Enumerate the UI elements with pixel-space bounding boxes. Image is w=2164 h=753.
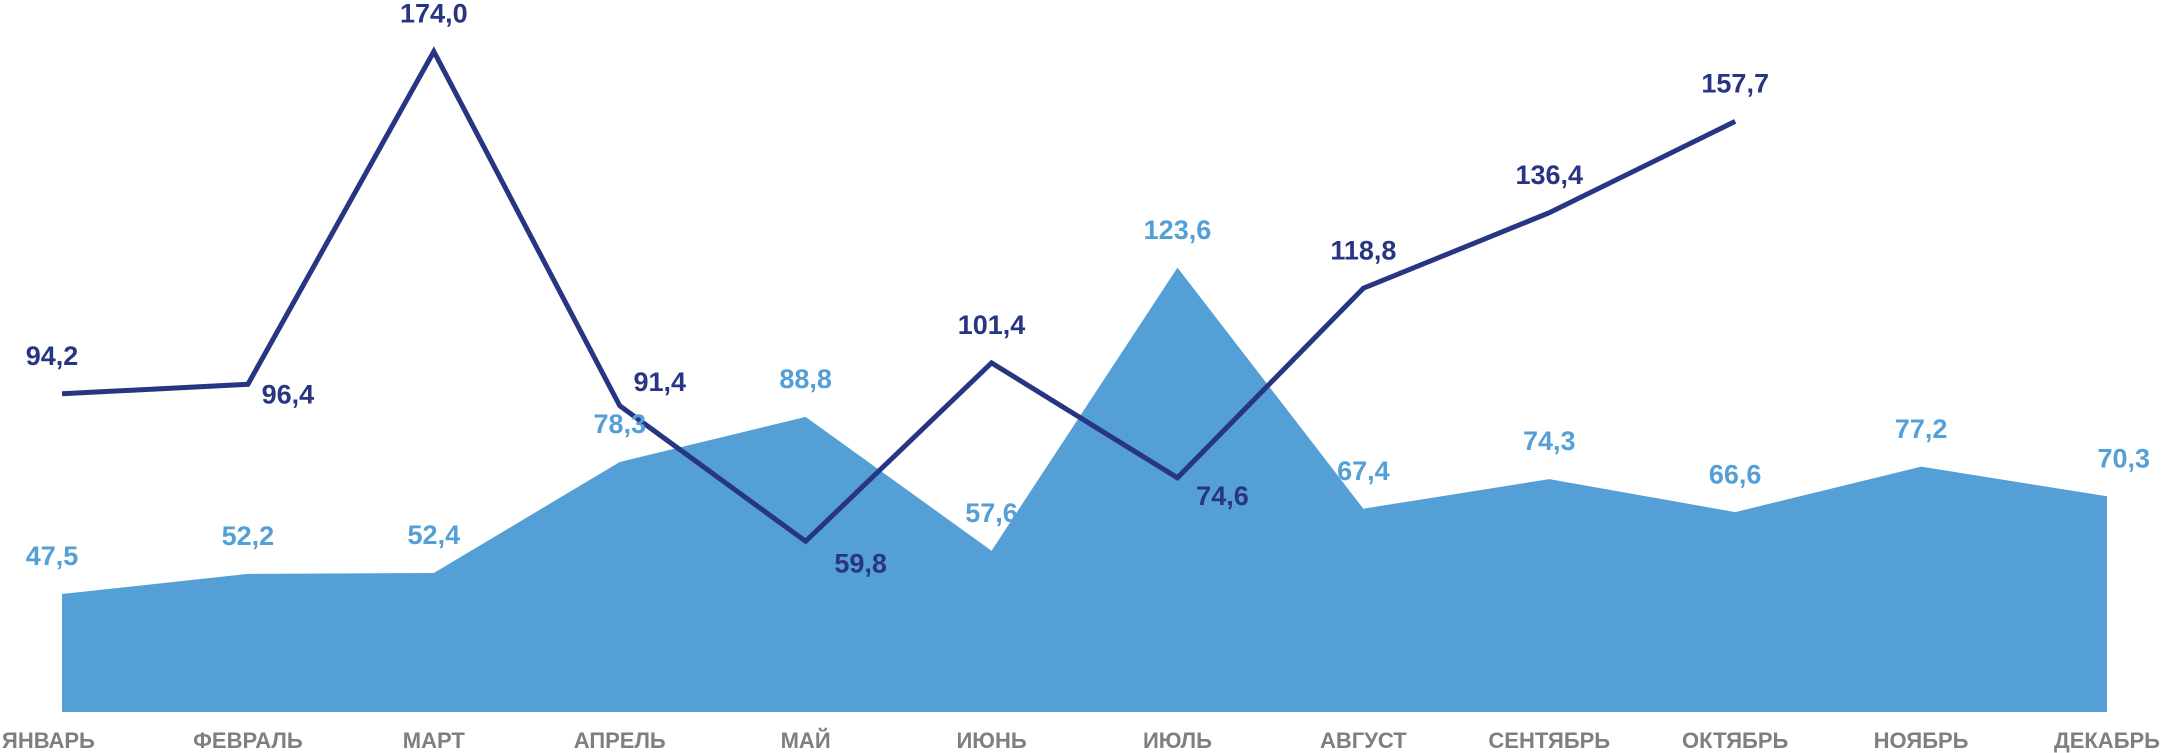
data-label: 78,3 [593, 409, 646, 439]
data-label: 91,4 [633, 367, 686, 397]
data-label: 66,6 [1709, 459, 1762, 489]
data-label: 123,6 [1144, 215, 1212, 245]
data-label: 57,6 [965, 498, 1018, 528]
x-tick-label: ЯНВАРЬ [2, 728, 95, 753]
x-tick-label: МАРТ [403, 728, 466, 753]
x-tick-label: ОКТЯБРЬ [1682, 728, 1789, 753]
data-label: 136,4 [1515, 160, 1583, 190]
data-label: 118,8 [1330, 235, 1396, 265]
data-label: 52,4 [408, 520, 461, 550]
data-label: 70,3 [2097, 443, 2150, 473]
x-tick-label: НОЯБРЬ [1874, 728, 1969, 753]
data-label: 77,2 [1895, 414, 1948, 444]
x-tick-label: ИЮЛЬ [1143, 728, 1212, 753]
x-tick-label: ДЕКАБРЬ [2054, 728, 2160, 753]
data-label: 74,6 [1196, 481, 1249, 511]
data-label: 157,7 [1701, 69, 1769, 99]
x-tick-label: АПРЕЛЬ [574, 728, 666, 753]
data-label: 88,8 [779, 364, 832, 394]
x-tick-label: ИЮНЬ [956, 728, 1026, 753]
line [61, 46, 1737, 545]
data-label: 47,5 [26, 541, 79, 571]
data-label: 96,4 [262, 379, 315, 409]
area [62, 267, 2107, 712]
x-tick-label: МАЙ [781, 728, 831, 753]
data-label: 52,2 [222, 521, 275, 551]
x-tick-label: СЕНТЯБРЬ [1488, 728, 1610, 753]
x-tick-label: ФЕВРАЛЬ [193, 728, 303, 753]
data-label: 74,3 [1523, 426, 1576, 456]
x-tick-label: АВГУСТ [1320, 728, 1407, 753]
data-label: 59,8 [834, 548, 887, 578]
data-label: 174,0 [400, 0, 468, 29]
data-label: 67,4 [1337, 456, 1390, 486]
data-label: 101,4 [958, 310, 1026, 340]
data-label: 94,2 [26, 341, 79, 371]
